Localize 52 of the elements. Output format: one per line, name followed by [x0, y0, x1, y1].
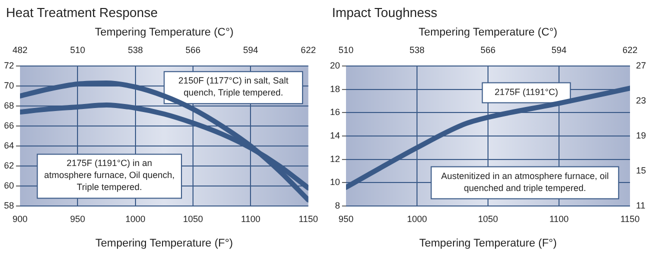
y-tick-label: 60	[4, 180, 14, 190]
x2-tick-label: 510	[70, 45, 86, 56]
y-tick-label: 14	[330, 130, 340, 140]
annotation: Austenitized in an atmosphere furnace, oil quenched and triple tempered.	[441, 170, 609, 193]
x2-tick-label: 622	[300, 45, 316, 56]
y-tick-label: 62	[4, 160, 14, 170]
x2-tick-label: 622	[622, 45, 638, 56]
x2-tick-label: 594	[551, 45, 567, 56]
x2-tick-label: 510	[338, 45, 354, 56]
y-tick-label: 18	[330, 84, 340, 94]
y-tick-label: 68	[4, 100, 14, 110]
x-tick-label: 1150	[298, 214, 318, 224]
x2-tick-label: 538	[128, 45, 143, 56]
y-tick-label: 58	[4, 200, 14, 210]
x2-tick-label: 566	[185, 45, 201, 56]
x-tick-label: 1100	[240, 214, 260, 224]
y-tick-label: 66	[4, 120, 14, 130]
y-tick-label: 72	[4, 60, 14, 70]
y-tick-label: 8	[334, 200, 340, 210]
chart-title: Impact Toughness	[332, 5, 438, 20]
x-tick-label: 1050	[478, 214, 498, 224]
y2-tick-label: 11	[636, 200, 646, 210]
x-tick-label: 1050	[182, 214, 204, 224]
x2-tick-label: 482	[12, 45, 28, 56]
x-axis-title: Tempering Temperature (F°)	[419, 237, 557, 250]
y-tick-label: 12	[330, 154, 340, 164]
x2-tick-label: 594	[243, 45, 258, 56]
y-tick-label: 70	[4, 80, 14, 90]
x2-tick-label: 538	[409, 45, 425, 56]
y-tick-label: 64	[4, 140, 14, 150]
y2-tick-label: 15	[636, 165, 646, 176]
x-axis-title: Tempering Temperature (F°)	[95, 237, 233, 250]
x-tick-label: 950	[70, 214, 86, 224]
chart-title: Heat Treatment Response	[6, 5, 158, 20]
y2-tick-label: 19	[636, 130, 646, 140]
y-tick-label: 16	[330, 107, 340, 118]
y2-tick-label: 27	[636, 60, 646, 70]
x-tick-label: 1100	[549, 214, 569, 224]
x-tick-label: 1000	[406, 214, 428, 224]
x2-axis-title: Tempering Temperature (C°)	[94, 26, 234, 39]
x-tick-label: 1150	[620, 214, 640, 224]
x-tick-label: 900	[12, 214, 28, 224]
annotation: 2175F (1191°C) in an atmosphere furnace, Oil quench, Triple tempered.	[44, 158, 175, 192]
annotation: 2175F (1191°C)	[494, 86, 558, 97]
annotation: 2150F (1177°C) in salt, Salt quench, Triple tempered.	[178, 76, 289, 98]
x2-axis-title: Tempering Temperature (C°)	[418, 26, 558, 39]
y2-tick-label: 23	[636, 95, 646, 106]
x2-tick-label: 566	[480, 45, 496, 56]
y-tick-label: 20	[330, 60, 340, 70]
y-tick-label: 10	[330, 177, 340, 188]
x-tick-label: 1000	[125, 214, 146, 224]
x-tick-label: 950	[338, 214, 354, 224]
